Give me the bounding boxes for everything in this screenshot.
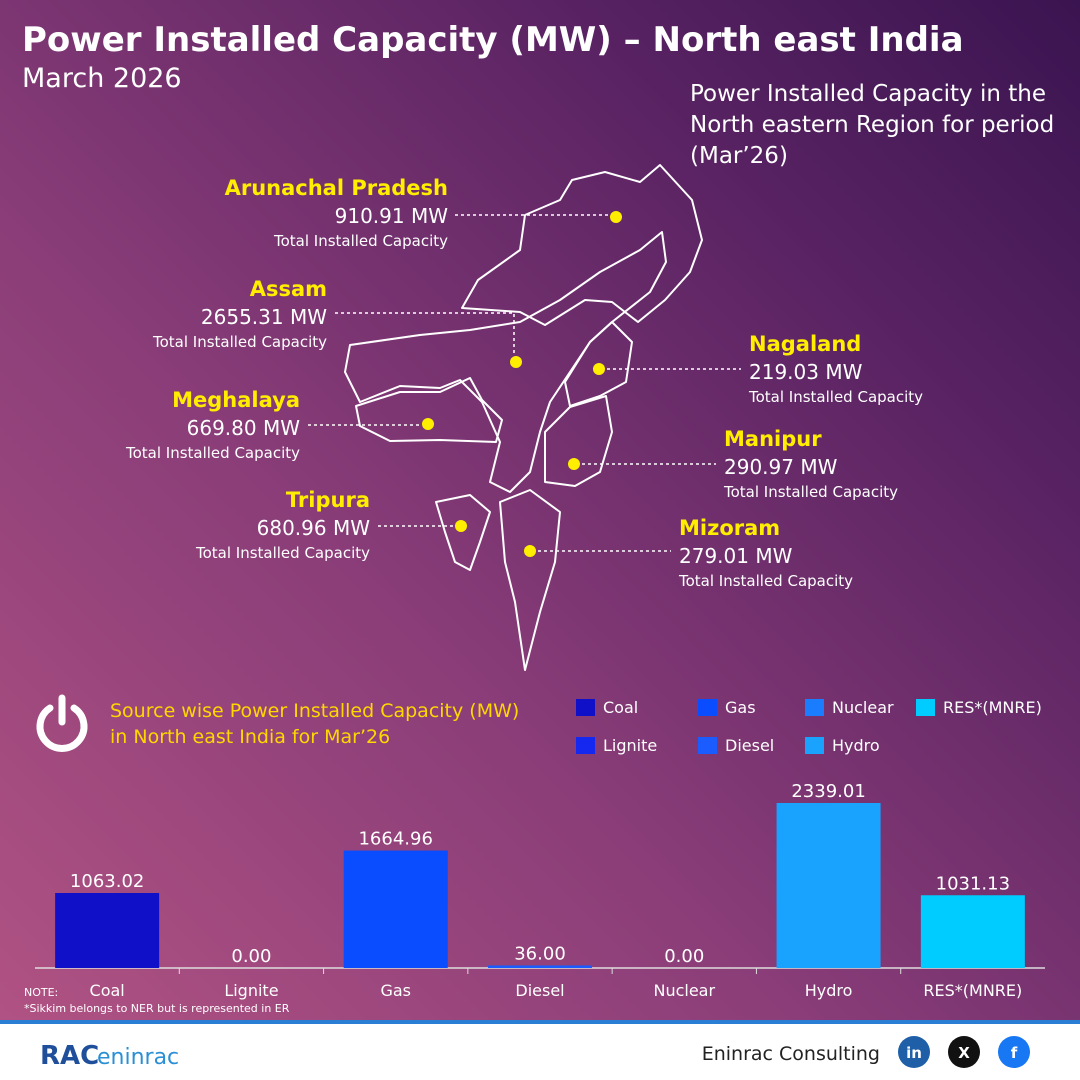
- map-assam: [344, 231, 667, 493]
- value-label: 0.00: [231, 946, 271, 967]
- social-icon[interactable]: [898, 1036, 930, 1068]
- legend-label: Hydro: [832, 736, 880, 755]
- title: Power Installed Capacity (MW) – North ea…: [22, 20, 964, 60]
- region-name: Meghalaya: [172, 388, 300, 412]
- region-dot: [510, 356, 522, 368]
- bar: [55, 893, 160, 968]
- legend-label: Lignite: [603, 736, 657, 755]
- x-tick-label: Nuclear: [653, 981, 715, 1000]
- map-meghalaya: [355, 377, 503, 443]
- footer-rule: [0, 1020, 1080, 1024]
- legend-swatch: [916, 699, 935, 716]
- region-caption: Total Installed Capacity: [125, 444, 300, 462]
- bar: [343, 850, 448, 968]
- social-icon-label: f: [1011, 1044, 1018, 1062]
- map-mizoram: [499, 489, 561, 671]
- x-tick-label: Coal: [90, 981, 125, 1000]
- region-name: Assam: [250, 277, 327, 301]
- bar: [776, 803, 881, 968]
- region-name: Mizoram: [679, 516, 780, 540]
- logo-text: eninrac: [97, 1045, 179, 1070]
- region-caption: Total Installed Capacity: [273, 232, 448, 250]
- x-tick-label: Lignite: [224, 981, 278, 1000]
- value-label: 1664.96: [358, 829, 432, 850]
- map-tripura: [435, 494, 491, 571]
- legend-label: Diesel: [725, 736, 774, 755]
- region-capacity: 279.01 MW: [679, 544, 793, 568]
- legend-swatch: [805, 737, 824, 754]
- region-capacity: 680.96 MW: [257, 516, 371, 540]
- note-label: NOTE:: [24, 986, 59, 999]
- value-label: 2339.01: [791, 781, 865, 802]
- map-arunachal: [461, 164, 703, 326]
- social-icon-label: X: [958, 1044, 970, 1062]
- region-dot: [610, 211, 622, 223]
- value-label: 1031.13: [936, 873, 1010, 894]
- region-capacity: 910.91 MW: [335, 204, 449, 228]
- note-text: *Sikkim belongs to NER but is represente…: [24, 1002, 290, 1015]
- legend-label: RES*(MNRE): [943, 698, 1042, 717]
- subtitle: March 2026: [22, 63, 182, 94]
- region-capacity: 290.97 MW: [724, 455, 838, 479]
- region-dot: [422, 418, 434, 430]
- social-icon[interactable]: [998, 1036, 1030, 1068]
- legend-label: Coal: [603, 698, 638, 717]
- bar: [488, 965, 592, 968]
- map-manipur: [544, 395, 613, 487]
- region-name: Arunachal Pradesh: [225, 176, 448, 200]
- region-caption: Total Installed Capacity: [723, 483, 898, 501]
- legend-label: Gas: [725, 698, 756, 717]
- region-dot: [568, 458, 580, 470]
- value-label: 1063.02: [70, 871, 144, 892]
- chart-title: Source wise Power Installed Capacity (MW…: [110, 700, 520, 748]
- region-dot: [593, 363, 605, 375]
- leader-line: [335, 312, 515, 354]
- x-tick-label: RES*(MNRE): [923, 981, 1022, 1000]
- region-name: Manipur: [724, 427, 822, 451]
- social-icon-label: in: [906, 1044, 922, 1062]
- region-caption: Total Installed Capacity: [748, 388, 923, 406]
- region-dot: [524, 545, 536, 557]
- region-capacity: 669.80 MW: [187, 416, 301, 440]
- logo-mark: RAC: [40, 1041, 99, 1071]
- region-caption: Total Installed Capacity: [195, 544, 370, 562]
- legend-swatch: [576, 699, 595, 716]
- legend-swatch: [805, 699, 824, 716]
- region-caption: Total Installed Capacity: [678, 572, 853, 590]
- power-icon: [36, 694, 88, 752]
- region-dot: [455, 520, 467, 532]
- legend-swatch: [698, 699, 717, 716]
- map-nagaland: [564, 321, 633, 407]
- x-tick-label: Hydro: [805, 981, 853, 1000]
- region-capacity: 2655.31 MW: [201, 305, 327, 329]
- region-name: Tripura: [286, 488, 370, 512]
- legend-swatch: [576, 737, 595, 754]
- value-label: 36.00: [514, 943, 566, 964]
- value-label: 0.00: [664, 946, 704, 967]
- social-icon[interactable]: [948, 1036, 980, 1068]
- map: [344, 164, 703, 671]
- map-description: Power Installed Capacity in the North ea…: [690, 81, 1055, 169]
- bar: [920, 895, 1025, 968]
- company-name: Eninrac Consulting: [702, 1043, 880, 1065]
- x-tick-label: Diesel: [515, 981, 564, 1000]
- legend-label: Nuclear: [832, 698, 894, 717]
- region-caption: Total Installed Capacity: [152, 333, 327, 351]
- x-tick-label: Gas: [380, 981, 411, 1000]
- region-name: Nagaland: [749, 332, 861, 356]
- region-capacity: 219.03 MW: [749, 360, 863, 384]
- legend-swatch: [698, 737, 717, 754]
